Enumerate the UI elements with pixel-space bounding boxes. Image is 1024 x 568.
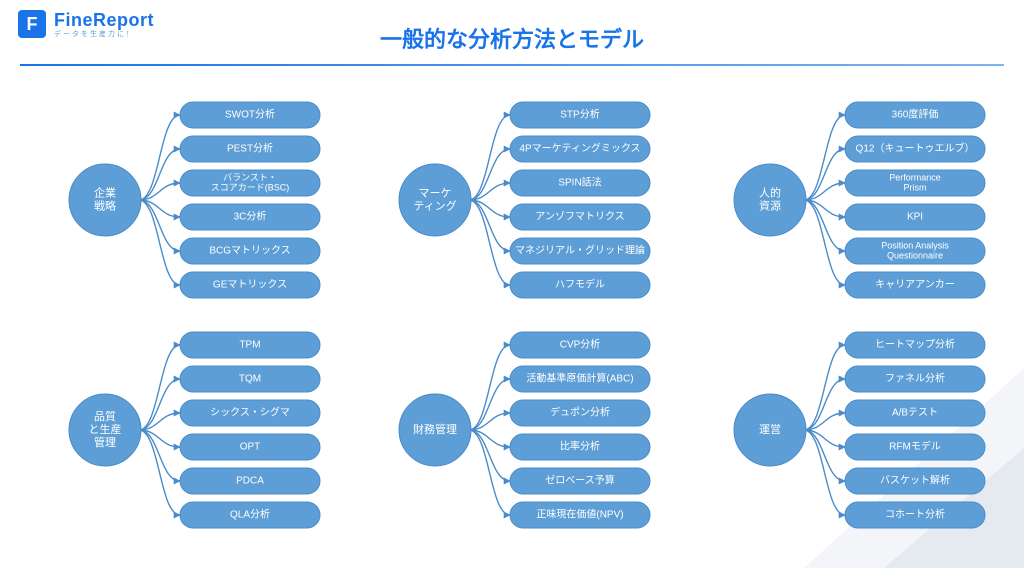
method-label: TQM xyxy=(239,374,261,385)
method-label: 4Pマーケティングミックス xyxy=(519,142,640,155)
method-label: BCGマトリックス xyxy=(209,245,290,257)
connector xyxy=(469,430,510,515)
connector xyxy=(804,430,845,515)
connector xyxy=(804,345,845,430)
method-label: PEST分析 xyxy=(227,142,273,155)
method-label: TPM xyxy=(239,340,260,351)
connector xyxy=(804,200,845,285)
method-label: シックス・シグマ xyxy=(210,406,290,419)
method-label: PDCA xyxy=(236,476,264,487)
method-label: コホート分析 xyxy=(885,508,945,521)
method-label: Position Analysis xyxy=(881,240,949,250)
method-label: マネジリアル・グリッド理論 xyxy=(515,244,645,257)
connector xyxy=(139,345,180,430)
method-label: Q12（キュートゥエルブ） xyxy=(856,142,975,155)
method-label: Questionnaire xyxy=(887,250,943,260)
category-label: 人的 xyxy=(759,185,781,199)
method-label: 比率分析 xyxy=(560,440,600,453)
diagram-canvas: 企業戦略 SWOT分析 PEST分析バランスト・スコアカード(BSC) 3C分析 BCG… xyxy=(0,0,1024,568)
category-label: 企業 xyxy=(94,185,116,199)
connector xyxy=(469,115,510,200)
method-label: CVP分析 xyxy=(560,338,601,351)
connector xyxy=(139,430,180,515)
category-label: 資源 xyxy=(759,198,781,212)
method-label: ヒートマップ分析 xyxy=(875,338,955,351)
method-label: RFMモデル xyxy=(889,440,941,453)
method-label: SWOT分析 xyxy=(225,108,275,121)
method-label: アンゾフマトリクス xyxy=(535,211,624,223)
category-label: マーケ xyxy=(419,186,452,199)
method-label: 活動基準原価計算(ABC) xyxy=(526,372,633,385)
method-label: QLA分析 xyxy=(230,508,270,521)
method-label: 正味現在価値(NPV) xyxy=(536,508,623,521)
method-label: スコアカード(BSC) xyxy=(211,182,290,192)
method-label: デュポン分析 xyxy=(550,406,610,419)
category-label: 運営 xyxy=(759,422,781,436)
category-label: 戦略 xyxy=(94,198,116,212)
method-label: A/Bテスト xyxy=(892,408,938,419)
category-label: と生産 xyxy=(89,422,122,436)
method-label: ゼロベース予算 xyxy=(545,474,615,487)
connector xyxy=(469,345,510,430)
method-label: Prism xyxy=(904,182,927,192)
method-label: 3C分析 xyxy=(234,210,267,223)
connector xyxy=(139,115,180,200)
method-label: KPI xyxy=(907,212,923,223)
method-label: Performance xyxy=(889,172,941,182)
category-label: 財務管理 xyxy=(413,422,457,436)
method-label: 360度評価 xyxy=(892,108,939,121)
title-underline xyxy=(20,64,1004,66)
category-label: 管理 xyxy=(94,435,116,449)
method-label: STP分析 xyxy=(560,108,599,121)
method-label: バスケット解析 xyxy=(880,474,950,487)
method-label: SPIN話法 xyxy=(558,176,601,189)
method-label: ファネル分析 xyxy=(885,372,945,385)
page-title: 一般的な分析方法とモデル xyxy=(0,22,1024,54)
method-label: バランスト・ xyxy=(223,172,277,182)
connector xyxy=(469,200,510,285)
connector xyxy=(139,200,180,285)
category-label: ティング xyxy=(413,198,456,212)
method-label: ハフモデル xyxy=(555,278,605,291)
connector xyxy=(804,115,845,200)
method-label: キャリアアンカー xyxy=(875,279,955,291)
method-label: GEマトリックス xyxy=(213,279,287,291)
method-label: OPT xyxy=(240,442,261,453)
category-label: 品質 xyxy=(94,409,116,423)
